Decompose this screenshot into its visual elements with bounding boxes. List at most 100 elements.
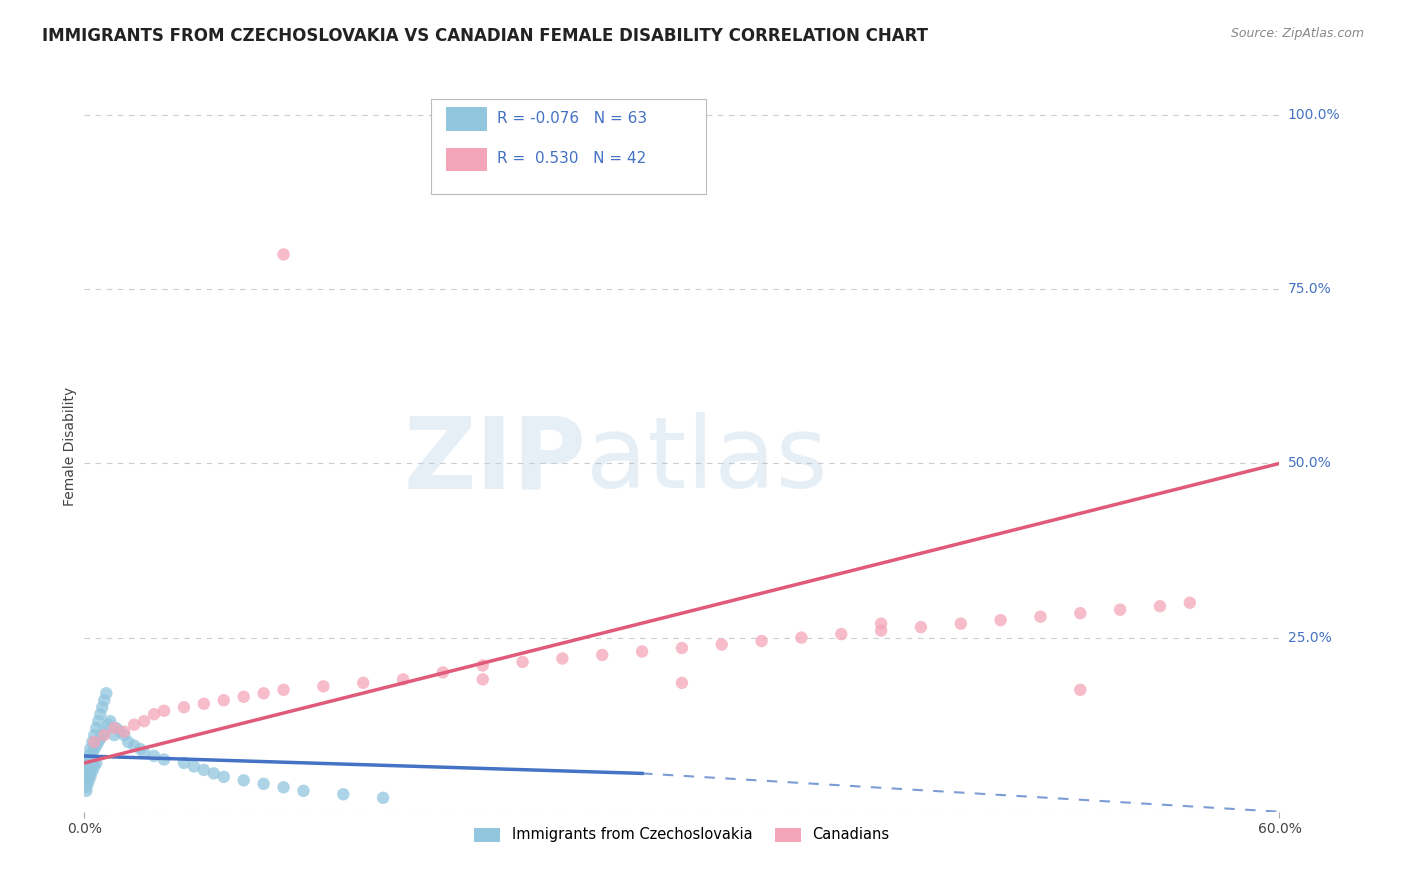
Point xyxy=(75,784,97,798)
Point xyxy=(79,770,101,784)
Point xyxy=(143,749,166,764)
Point xyxy=(79,756,101,770)
FancyBboxPatch shape xyxy=(432,99,706,194)
Point xyxy=(79,742,101,756)
Point xyxy=(91,728,114,742)
Point xyxy=(86,739,108,753)
Point xyxy=(86,756,108,770)
Point xyxy=(153,752,176,766)
Point xyxy=(79,749,101,764)
Point xyxy=(1178,596,1201,610)
Point xyxy=(77,775,100,789)
Point xyxy=(93,693,115,707)
Point xyxy=(631,644,654,658)
Point xyxy=(512,655,534,669)
Point xyxy=(75,756,97,770)
Point xyxy=(373,790,395,805)
Point xyxy=(132,714,156,728)
Point xyxy=(77,749,100,764)
Point xyxy=(153,704,176,718)
FancyBboxPatch shape xyxy=(447,107,486,131)
Point xyxy=(273,780,295,795)
Point xyxy=(830,627,852,641)
Point xyxy=(75,780,97,795)
Point xyxy=(232,773,254,788)
Point xyxy=(129,742,152,756)
Point xyxy=(212,693,235,707)
Point xyxy=(96,686,118,700)
Point xyxy=(112,728,135,742)
Text: R = -0.076   N = 63: R = -0.076 N = 63 xyxy=(496,111,647,126)
FancyBboxPatch shape xyxy=(447,147,486,171)
Point xyxy=(83,742,105,756)
Text: 75.0%: 75.0% xyxy=(1288,282,1331,296)
Point xyxy=(671,676,693,690)
Point xyxy=(82,735,104,749)
Text: atlas: atlas xyxy=(586,412,828,509)
Point xyxy=(75,777,97,791)
Point xyxy=(870,624,893,638)
Point xyxy=(949,616,972,631)
Text: Source: ZipAtlas.com: Source: ZipAtlas.com xyxy=(1230,27,1364,40)
Point xyxy=(89,707,111,722)
Text: 25.0%: 25.0% xyxy=(1288,631,1331,645)
Point xyxy=(77,766,100,780)
Point xyxy=(82,746,104,760)
Point xyxy=(273,682,295,697)
Point xyxy=(193,763,215,777)
Point xyxy=(75,763,97,777)
Point xyxy=(1069,606,1091,620)
Point xyxy=(105,721,128,735)
Point xyxy=(332,787,354,801)
Y-axis label: Female Disability: Female Disability xyxy=(63,386,77,506)
Point xyxy=(87,735,110,749)
Point xyxy=(86,721,108,735)
Point xyxy=(77,772,100,786)
Point xyxy=(671,640,693,655)
Point xyxy=(93,724,115,739)
Point xyxy=(710,638,733,652)
Point xyxy=(122,739,145,753)
Point xyxy=(112,724,135,739)
Point xyxy=(143,707,166,722)
Point xyxy=(89,731,111,746)
Point xyxy=(471,658,494,673)
Point xyxy=(173,700,195,714)
Point xyxy=(990,613,1012,627)
Point xyxy=(122,717,145,731)
Point xyxy=(75,759,97,773)
Point xyxy=(82,756,104,770)
Point xyxy=(93,728,115,742)
Point xyxy=(83,728,105,742)
Point xyxy=(193,697,215,711)
Point xyxy=(75,773,97,788)
Point xyxy=(312,679,335,693)
Point xyxy=(83,735,105,749)
Point xyxy=(273,247,295,261)
Point xyxy=(79,763,101,777)
Point xyxy=(202,766,225,780)
Point xyxy=(471,673,494,687)
Point xyxy=(870,616,893,631)
Point xyxy=(103,721,125,735)
Point xyxy=(87,714,110,728)
Point xyxy=(183,759,205,773)
Point xyxy=(790,631,813,645)
Point xyxy=(77,752,100,766)
Point xyxy=(103,728,125,742)
Point xyxy=(77,763,100,777)
Point xyxy=(75,770,97,784)
Point xyxy=(173,756,195,770)
Point xyxy=(1069,682,1091,697)
Text: 100.0%: 100.0% xyxy=(1288,108,1340,122)
Point xyxy=(1029,609,1052,624)
Point xyxy=(97,717,120,731)
Legend: Immigrants from Czechoslovakia, Canadians: Immigrants from Czechoslovakia, Canadian… xyxy=(468,822,896,848)
Point xyxy=(253,777,276,791)
Text: ZIP: ZIP xyxy=(404,412,586,509)
Point xyxy=(117,735,139,749)
Text: R =  0.530   N = 42: R = 0.530 N = 42 xyxy=(496,151,645,166)
Point xyxy=(212,770,235,784)
Point xyxy=(1149,599,1171,614)
Point xyxy=(75,766,97,780)
